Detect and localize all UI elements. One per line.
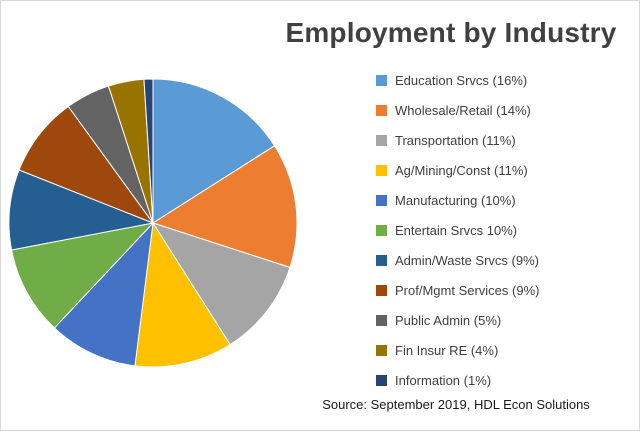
legend-swatch [376,74,387,86]
legend-swatch [376,104,387,116]
legend-swatch [376,164,387,176]
legend-item: Education Srvcs (16%) [376,65,539,95]
legend-label: Manufacturing (10%) [395,192,516,208]
legend-label: Entertain Srvcs 10%) [395,222,518,238]
pie-slice-wholesale-retail [151,145,298,269]
legend-label: Education Srvcs (16%) [395,72,528,88]
pie-chart [8,78,298,368]
pie-slice-information [143,78,154,224]
pie-slice-manufacturing [53,221,154,367]
source-note: Source: September 2019, HDL Econ Solutio… [322,397,590,412]
chart-title: Employment by Industry [285,17,617,48]
legend-label: Transportation (11%) [395,132,516,148]
legend-label: Wholesale/Retail (14%) [395,102,531,118]
legend-item: Admin/Waste Srvcs (9%) [376,245,539,275]
legend-swatch [376,374,387,386]
pie-slice-prof-mgmt-services [18,105,155,225]
legend-item: Manufacturing (10%) [376,185,539,215]
pie-slice-ag-mining-const [134,221,231,368]
legend-item: Prof/Mgmt Services (9%) [376,275,539,305]
legend-label: Fin Insur RE (4%) [395,342,499,358]
legend-label: Information (1%) [395,372,492,388]
pie-slice-education-srvcs [152,78,276,224]
legend-item: Public Admin (5%) [376,305,539,335]
legend-label: Ag/Mining/Const (11%) [395,162,528,178]
legend-item: Entertain Srvcs 10%) [376,215,539,245]
legend-swatch [376,134,387,146]
legend-swatch [376,314,387,326]
legend-swatch [376,194,387,206]
legend-swatch [376,254,387,266]
legend-item: Transportation (11%) [376,125,539,155]
legend-label: Admin/Waste Srvcs (9%) [395,252,539,268]
legend-swatch [376,284,387,296]
legend-item: Fin Insur RE (4%) [376,335,539,365]
pie-slice-entertain-srvcs [10,222,155,329]
pie-slice-admin-waste-srvcs [8,169,155,251]
legend-label: Prof/Mgmt Services (9%) [395,282,540,298]
pie-slice-transportation [151,222,291,346]
legend-swatch [376,224,387,236]
legend-label: Public Admin (5%) [395,312,502,328]
legend-swatch [376,344,387,356]
legend-item: Ag/Mining/Const (11%) [376,155,539,185]
legend-item: Wholesale/Retail (14%) [376,95,539,125]
legend-item: Information (1%) [376,365,539,395]
legend: Education Srvcs (16%) Wholesale/Retail (1… [376,65,539,395]
